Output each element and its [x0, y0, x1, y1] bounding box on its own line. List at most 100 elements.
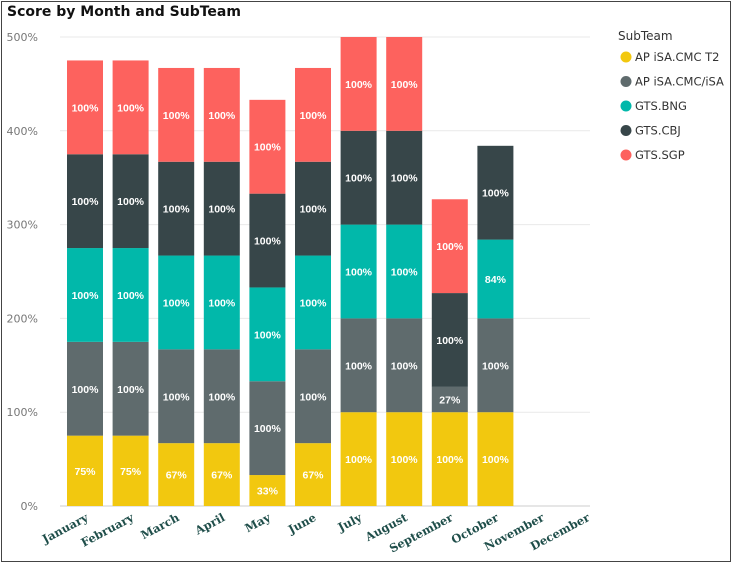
- data-label: 100%: [254, 142, 282, 154]
- bar-segment[interactable]: [477, 412, 514, 506]
- data-label: 100%: [300, 204, 328, 216]
- data-label: 100%: [482, 454, 510, 466]
- bar-segment[interactable]: [158, 443, 195, 506]
- bar-segment[interactable]: [67, 154, 103, 249]
- data-label: 75%: [120, 466, 142, 478]
- y-tick-label: 0%: [21, 500, 38, 513]
- legend-item[interactable]: GTS.SGP: [620, 148, 685, 162]
- data-label: 100%: [391, 454, 419, 466]
- bar-segment[interactable]: [340, 318, 377, 413]
- bar-segment[interactable]: [158, 161, 195, 256]
- bar-segment[interactable]: [158, 67, 195, 162]
- bar-segment[interactable]: [249, 381, 286, 476]
- data-label: 100%: [72, 384, 100, 396]
- legend[interactable]: SubTeam AP iSA.CMC T2 AP iSA.CMC/iSA GTS.BN…: [618, 29, 724, 162]
- bar-segment[interactable]: [249, 193, 286, 288]
- legend-title: SubTeam: [618, 29, 673, 43]
- y-tick-label: 200%: [7, 312, 38, 325]
- bar-segment[interactable]: [203, 161, 240, 256]
- legend-marker: [620, 76, 632, 87]
- data-label: 100%: [254, 423, 282, 435]
- x-tick-label: March: [138, 510, 182, 542]
- bar-segment[interactable]: [340, 130, 377, 225]
- bar-segment[interactable]: [295, 349, 331, 444]
- data-label: 100%: [72, 196, 100, 208]
- bar-segment[interactable]: [158, 349, 195, 444]
- bar-segment[interactable]: [203, 349, 240, 444]
- bar-segment[interactable]: [112, 60, 149, 155]
- bar-segment[interactable]: [431, 293, 468, 387]
- bar-segment[interactable]: [295, 67, 331, 162]
- data-label: 100%: [391, 360, 419, 372]
- x-tick-label: February: [79, 510, 137, 550]
- data-label: 100%: [345, 267, 373, 279]
- data-label: 100%: [345, 360, 373, 372]
- bar-segment[interactable]: [386, 318, 423, 413]
- bar-segment[interactable]: [477, 145, 514, 240]
- bar-segment[interactable]: [112, 341, 149, 436]
- bar-segment[interactable]: [295, 161, 331, 256]
- legend-item[interactable]: GTS.BNG: [620, 99, 687, 113]
- data-label: 100%: [163, 297, 191, 309]
- legend-label: GTS.BNG: [635, 99, 687, 113]
- x-tick-label: May: [243, 510, 274, 535]
- data-label: 100%: [117, 384, 145, 396]
- bar-segment[interactable]: [431, 386, 468, 413]
- x-tick-label: April: [192, 510, 228, 538]
- bars: 75% 100% 100% 100% 100% 75% 100% 100% 100% 100% 67…: [67, 37, 514, 506]
- bar-segment[interactable]: [112, 248, 149, 342]
- data-label: 100%: [300, 391, 328, 403]
- data-label: 100%: [436, 335, 464, 347]
- data-label: 100%: [72, 102, 100, 114]
- bar-segment[interactable]: [203, 443, 240, 506]
- legend-label: GTS.SGP: [635, 148, 685, 162]
- data-label: 33%: [257, 486, 279, 498]
- bar-segment[interactable]: [67, 435, 103, 506]
- bar-segment[interactable]: [67, 60, 103, 155]
- legend-marker: [620, 51, 632, 63]
- bar-segment[interactable]: [340, 224, 377, 319]
- bar-segment[interactable]: [477, 318, 514, 413]
- bar-segment[interactable]: [295, 443, 331, 506]
- legend-label: AP iSA.CMC/iSA: [635, 75, 724, 89]
- bar-segment[interactable]: [112, 435, 149, 506]
- legend-item[interactable]: AP iSA.CMC T2: [620, 50, 720, 64]
- data-label: 100%: [436, 241, 464, 253]
- bar-segment[interactable]: [203, 255, 240, 350]
- bar-segment[interactable]: [112, 154, 149, 249]
- data-label: 67%: [211, 470, 233, 482]
- bar-segment[interactable]: [249, 475, 286, 506]
- x-tick-label: July: [335, 510, 365, 535]
- bar-segment[interactable]: [386, 37, 423, 131]
- bar-segment[interactable]: [203, 67, 240, 162]
- data-label: 67%: [166, 470, 188, 482]
- bar-segment[interactable]: [67, 248, 103, 342]
- data-label: 100%: [391, 173, 419, 185]
- bar-segment[interactable]: [431, 412, 468, 506]
- bar-segment[interactable]: [295, 255, 331, 350]
- legend-item[interactable]: AP iSA.CMC/iSA: [620, 75, 725, 89]
- data-label: 84%: [485, 274, 507, 286]
- data-label: 100%: [163, 391, 191, 403]
- chart-title: Score by Month and SubTeam: [7, 4, 241, 20]
- bar-segment[interactable]: [386, 130, 423, 225]
- bar-segment[interactable]: [477, 239, 514, 319]
- legend-marker: [620, 125, 632, 136]
- bar-segment[interactable]: [340, 412, 377, 506]
- bar-segment[interactable]: [158, 255, 195, 350]
- bar-segment[interactable]: [249, 99, 286, 194]
- bar-segment[interactable]: [67, 341, 103, 436]
- data-label: 75%: [74, 466, 96, 478]
- bar-segment[interactable]: [249, 287, 286, 382]
- bar-segment[interactable]: [386, 224, 423, 319]
- data-label: 67%: [302, 470, 324, 482]
- bar-segment[interactable]: [386, 412, 423, 506]
- data-label: 100%: [208, 204, 236, 216]
- legend-item[interactable]: GTS.CBJ: [620, 124, 681, 138]
- bar-segment[interactable]: [340, 37, 377, 131]
- bar-segment[interactable]: [431, 199, 468, 294]
- legend-marker: [620, 100, 632, 112]
- data-label: 100%: [117, 290, 145, 302]
